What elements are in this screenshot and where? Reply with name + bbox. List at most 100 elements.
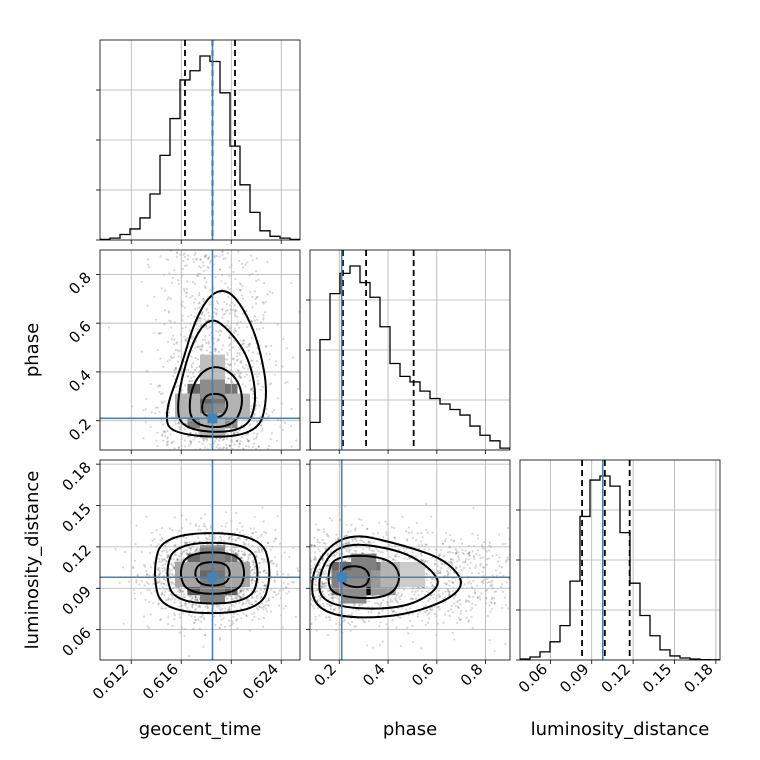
scatter-point <box>481 547 484 550</box>
scatter-point <box>159 357 162 360</box>
scatter-point <box>258 570 262 574</box>
scatter-point <box>440 548 443 551</box>
scatter-point <box>149 613 152 616</box>
scatter-point <box>183 289 186 293</box>
scatter-point <box>311 599 314 603</box>
scatter-point <box>167 616 170 619</box>
scatter-point <box>417 613 420 616</box>
scatter-point <box>433 613 437 616</box>
x-tick-label: 0.09 <box>556 660 592 696</box>
scatter-point <box>249 553 252 556</box>
scatter-point <box>457 551 460 554</box>
scatter-point <box>140 579 143 583</box>
density-cell <box>341 578 367 604</box>
scatter-point <box>274 537 278 540</box>
scatter-point <box>490 597 493 601</box>
scatter-point <box>236 333 240 336</box>
scatter-point <box>225 446 229 450</box>
scatter-point <box>238 326 241 329</box>
scatter-point <box>207 256 210 259</box>
scatter-point <box>238 351 241 355</box>
scatter-point <box>158 580 161 583</box>
scatter-point <box>372 549 375 553</box>
scatter-point <box>400 593 403 596</box>
scatter-point <box>140 350 143 353</box>
scatter-point <box>396 600 399 603</box>
scatter-point <box>197 618 200 621</box>
scatter-point <box>200 615 203 618</box>
scatter-point <box>165 588 168 591</box>
scatter-point <box>197 265 201 268</box>
scatter-point <box>203 277 206 280</box>
scatter-point <box>234 329 237 332</box>
scatter-point <box>233 443 236 446</box>
scatter-point <box>122 622 125 625</box>
scatter-point <box>375 547 378 550</box>
scatter-point <box>242 593 245 596</box>
scatter-point <box>186 291 189 294</box>
scatter-point <box>475 552 478 556</box>
scatter-point <box>222 313 225 316</box>
scatter-point <box>199 258 202 262</box>
scatter-point <box>382 535 385 538</box>
scatter-point <box>196 306 200 310</box>
scatter-point <box>145 515 148 518</box>
scatter-point <box>312 544 316 547</box>
scatter-point <box>258 561 261 564</box>
scatter-point <box>275 364 278 367</box>
scatter-point <box>201 613 204 616</box>
scatter-point <box>245 538 248 541</box>
scatter-point <box>255 551 258 554</box>
scatter-point <box>159 539 162 542</box>
scatter-point <box>318 550 321 553</box>
scatter-point <box>208 326 211 329</box>
scatter-point <box>183 384 187 387</box>
scatter-point <box>322 541 326 545</box>
scatter-point <box>244 444 248 448</box>
scatter-point <box>167 340 170 344</box>
scatter-point <box>256 536 259 540</box>
scatter-point <box>153 412 157 415</box>
scatter-point <box>198 345 202 348</box>
scatter-point <box>493 597 496 600</box>
scatter-point <box>411 550 414 554</box>
scatter-point <box>195 257 198 260</box>
scatter-point <box>361 618 364 622</box>
scatter-point <box>504 603 507 607</box>
scatter-point <box>262 608 265 611</box>
scatter-point <box>226 351 229 355</box>
scatter-point <box>283 551 286 554</box>
x-tick-label: 0.2 <box>310 660 340 690</box>
scatter-point <box>123 550 126 554</box>
scatter-point <box>499 571 502 575</box>
scatter-point <box>209 527 212 530</box>
scatter-point <box>318 594 321 598</box>
scatter-point <box>415 538 418 542</box>
scatter-point <box>198 547 201 551</box>
scatter-point <box>235 440 238 443</box>
scatter-point <box>257 278 260 281</box>
scatter-point <box>258 327 261 331</box>
scatter-point <box>336 537 340 541</box>
scatter-point <box>348 623 352 626</box>
scatter-point <box>218 268 222 271</box>
y-tick-label: 0.15 <box>58 500 94 536</box>
scatter-point <box>453 602 456 605</box>
scatter-point <box>444 538 447 541</box>
scatter-point <box>220 623 223 626</box>
scatter-point <box>114 548 117 551</box>
scatter-point <box>274 537 277 541</box>
scatter-point <box>472 579 475 583</box>
scatter-point <box>269 610 273 613</box>
scatter-point <box>160 331 163 335</box>
scatter-point <box>287 590 291 593</box>
scatter-point <box>315 580 318 583</box>
scatter-point <box>474 604 477 607</box>
scatter-point <box>171 624 174 628</box>
scatter-point <box>241 604 244 607</box>
scatter-point <box>264 607 268 610</box>
scatter-point <box>171 573 174 576</box>
scatter-point <box>188 329 191 332</box>
scatter-point <box>148 588 151 592</box>
scatter-point <box>457 599 460 602</box>
